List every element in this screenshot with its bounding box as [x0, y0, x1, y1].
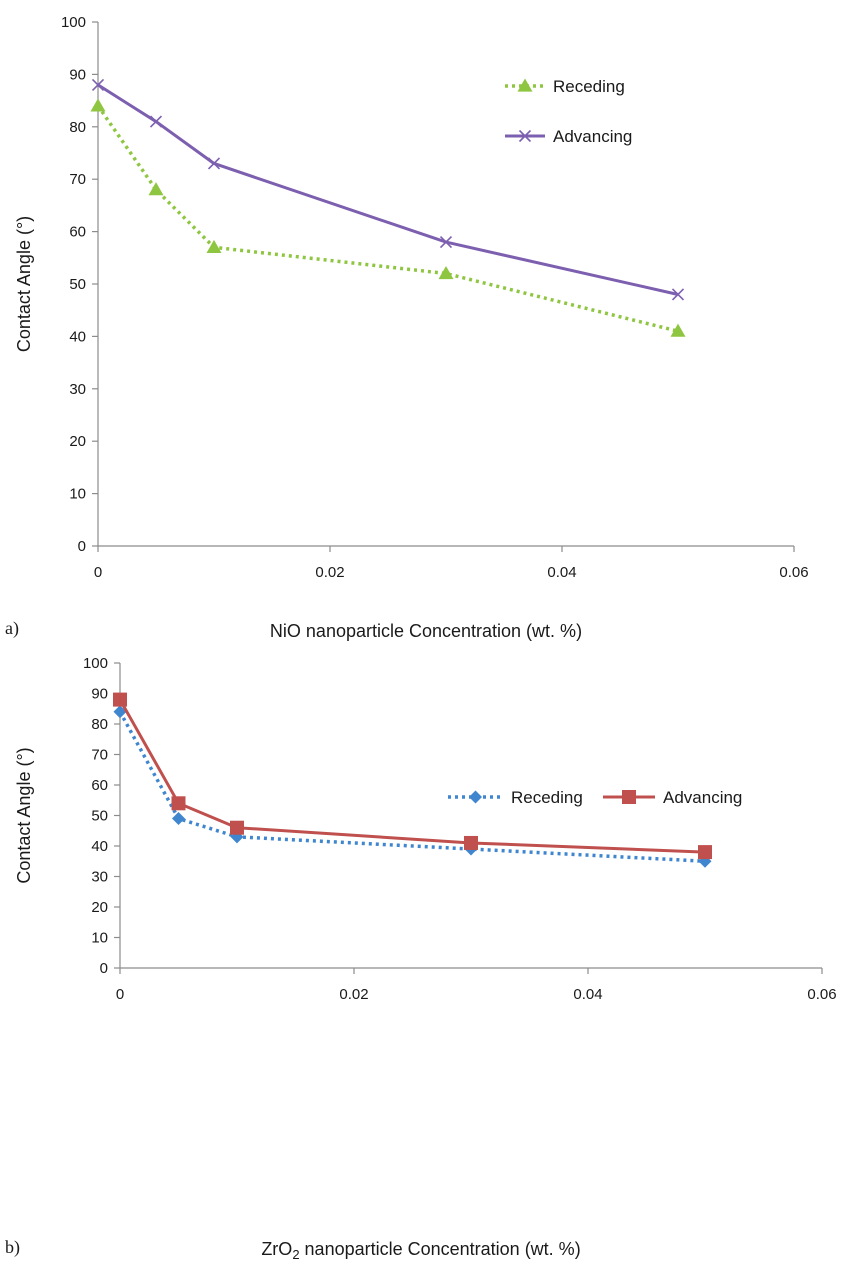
data-point-receding [113, 705, 127, 719]
y-tick-label: 50 [91, 808, 108, 825]
y-tick-label: 40 [91, 838, 108, 855]
series-receding [113, 705, 712, 868]
data-point-advancing [149, 115, 163, 128]
y-tick-label: 90 [91, 686, 108, 703]
x-tick-label: 0.06 [807, 986, 836, 1003]
y-tick-label: 80 [69, 119, 86, 136]
panel-label: b) [5, 1237, 20, 1258]
data-point-receding [148, 182, 164, 196]
series-advancing [91, 78, 685, 301]
x-axis-title-part: ZrO [261, 1239, 292, 1259]
data-point-receding [670, 323, 686, 337]
y-tick-label: 10 [69, 486, 86, 503]
chart-panel-2: 0 10 20 30 40 50 60 70 80 90 100 0 0.02 0.04 0.06 Conta… [5, 655, 837, 1262]
legend-label-advancing: Advancing [553, 127, 632, 146]
legend-marker-receding [469, 790, 482, 804]
y-axis-title: Contact Angle (°) [14, 216, 34, 352]
data-point-advancing [91, 78, 105, 91]
y-tick-label: 70 [91, 747, 108, 764]
series-advancing [113, 692, 712, 860]
data-point-advancing [698, 845, 712, 860]
x-tick-label: 0.04 [573, 986, 602, 1003]
series-line-advancing [118, 698, 706, 854]
data-point-advancing [439, 236, 453, 249]
data-point-receding [206, 239, 222, 253]
legend-marker-advancing [622, 790, 636, 804]
y-tick-label: 100 [61, 14, 86, 31]
legend-label-receding: Receding [511, 788, 583, 807]
data-point-receding [90, 98, 106, 112]
y-tick-label: 40 [69, 328, 86, 345]
y-tick-label: 60 [91, 777, 108, 794]
y-tick-label: 30 [91, 869, 108, 886]
x-tick-label: 0.04 [547, 564, 576, 581]
data-point-receding [438, 266, 454, 280]
legend: Receding Advancing [505, 77, 632, 146]
y-tick-label: 0 [100, 960, 108, 977]
x-axis-title-part: nanoparticle Concentration (wt. %) [300, 1239, 581, 1259]
legend: Receding Advancing [448, 788, 742, 807]
x-tick-label: 0 [116, 986, 124, 1003]
y-tick-label: 80 [91, 716, 108, 733]
legend-label-receding: Receding [553, 77, 625, 96]
x-tick-label: 0.02 [315, 564, 344, 581]
y-tick-label: 20 [91, 899, 108, 916]
y-axis-title: Contact Angle (°) [14, 747, 34, 883]
y-tick-label: 20 [69, 433, 86, 450]
data-point-advancing [671, 288, 685, 301]
x-axis-title-subscript: 2 [292, 1247, 299, 1262]
data-point-advancing [464, 835, 478, 850]
data-point-advancing [113, 692, 127, 707]
y-tick-label: 0 [78, 538, 86, 555]
y-tick-label: 100 [83, 655, 108, 672]
data-point-advancing [207, 157, 221, 170]
data-point-receding [172, 812, 185, 826]
y-tick-label: 30 [69, 381, 86, 398]
legend-marker-receding [517, 78, 533, 92]
x-axis-title: NiO nanoparticle Concentration (wt. %) [270, 621, 582, 641]
series-receding [90, 98, 686, 337]
legend-label-advancing: Advancing [663, 788, 742, 807]
y-tick-label: 10 [91, 930, 108, 947]
y-tick-label: 60 [69, 224, 86, 241]
chart-panel-1: 0 10 20 30 40 50 60 70 80 90 100 0 0.02 0.04 0.06 Conta… [5, 14, 809, 641]
x-axis-title: ZrO2 nanoparticle Concentration (wt. %) [261, 1239, 580, 1262]
y-tick-label: 70 [69, 171, 86, 188]
x-tick-label: 0.02 [339, 986, 368, 1003]
x-tick-label: 0.06 [779, 564, 808, 581]
data-point-advancing [230, 820, 244, 835]
y-tick-label: 50 [69, 276, 86, 293]
x-tick-label: 0 [94, 564, 102, 581]
panel-label: a) [5, 618, 19, 639]
data-point-advancing [171, 796, 186, 811]
y-tick-label: 90 [69, 66, 86, 83]
series-line-advancing [97, 83, 679, 296]
legend-marker-advancing [518, 129, 532, 143]
